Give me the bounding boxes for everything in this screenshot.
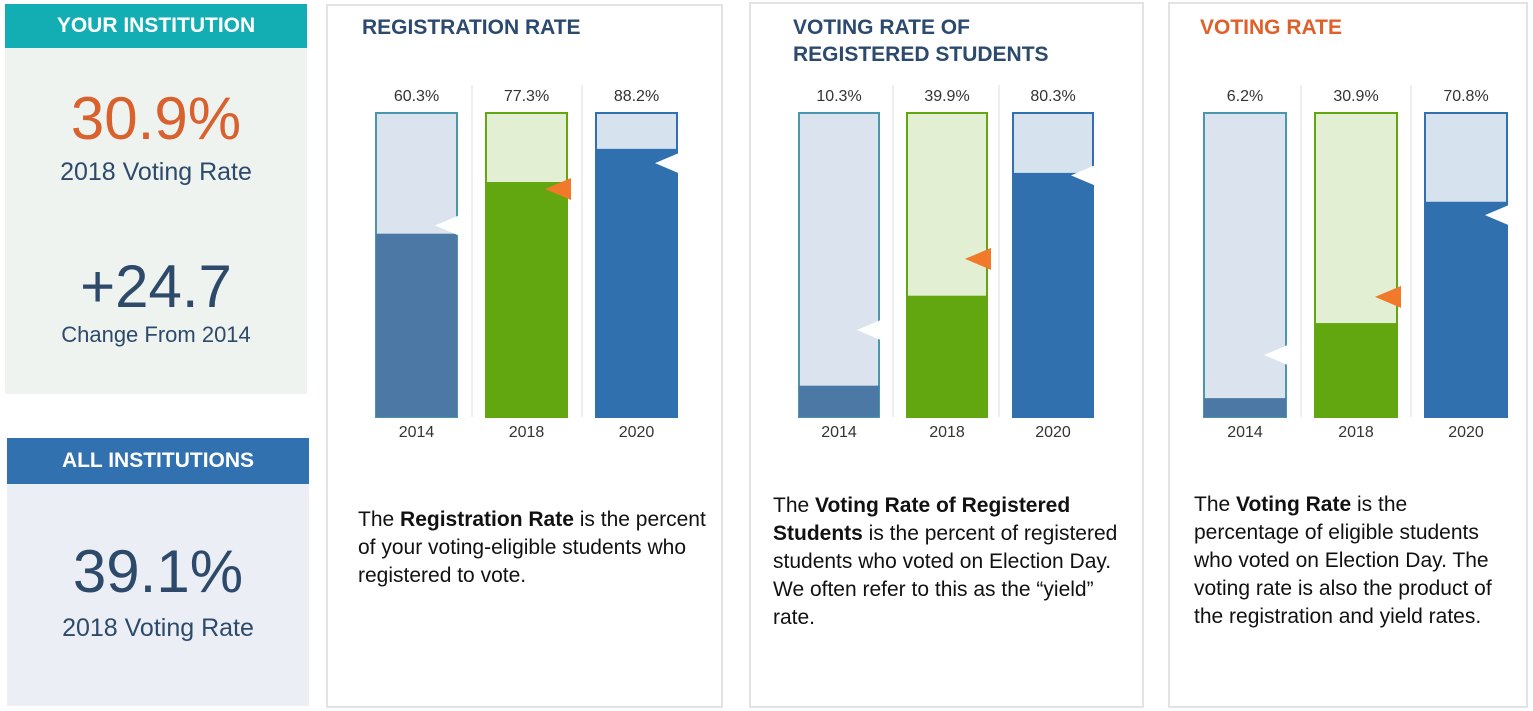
description: The Voting Rate of Registered Students i…	[773, 492, 1135, 632]
description-text: The	[1194, 493, 1237, 516]
chart-card	[749, 2, 1144, 708]
description-text: The	[358, 508, 401, 531]
description-bold: Voting Rate of Registered Students	[773, 494, 1071, 545]
institution-change-label: Change From 2014	[61, 322, 251, 347]
institution-header-bg: YOUR INSTITUTION	[5, 4, 307, 48]
description-bold: Voting Rate	[1236, 493, 1352, 516]
description-text: is the percentage of eligible students w…	[1194, 493, 1492, 628]
description-bold: Registration Rate	[400, 508, 574, 531]
institution-rate: 30.9%	[70, 85, 242, 152]
chart-title: REGISTRATION RATE	[362, 16, 581, 39]
all-rate-label: 2018 Voting Rate	[62, 614, 254, 642]
description: The Registration Rate is the percent of …	[358, 506, 708, 590]
institution-rate-label: 2018 Voting Rate	[60, 158, 252, 186]
chart-card	[326, 4, 723, 708]
institution-header: YOUR INSTITUTION	[56, 14, 256, 37]
chart-card	[1168, 2, 1528, 708]
all-rate: 39.1%	[72, 538, 244, 605]
all-panel	[7, 484, 309, 706]
description-text: The	[773, 494, 816, 517]
chart-title: VOTING RATE	[1200, 16, 1342, 39]
chart-title: VOTING RATE OF REGISTERED STUDENTS	[793, 16, 1049, 66]
institution-panel	[5, 48, 307, 394]
all-header: ALL INSTITUTIONS	[61, 449, 255, 472]
institution-change: +24.7	[80, 253, 232, 320]
description-text: is the percent of your voting-eligible s…	[358, 508, 706, 587]
description-text: is the percent of registered students wh…	[773, 522, 1118, 629]
description: The Voting Rate is the percentage of eli…	[1194, 491, 1514, 631]
all-header-bg: ALL INSTITUTIONS	[7, 438, 309, 484]
